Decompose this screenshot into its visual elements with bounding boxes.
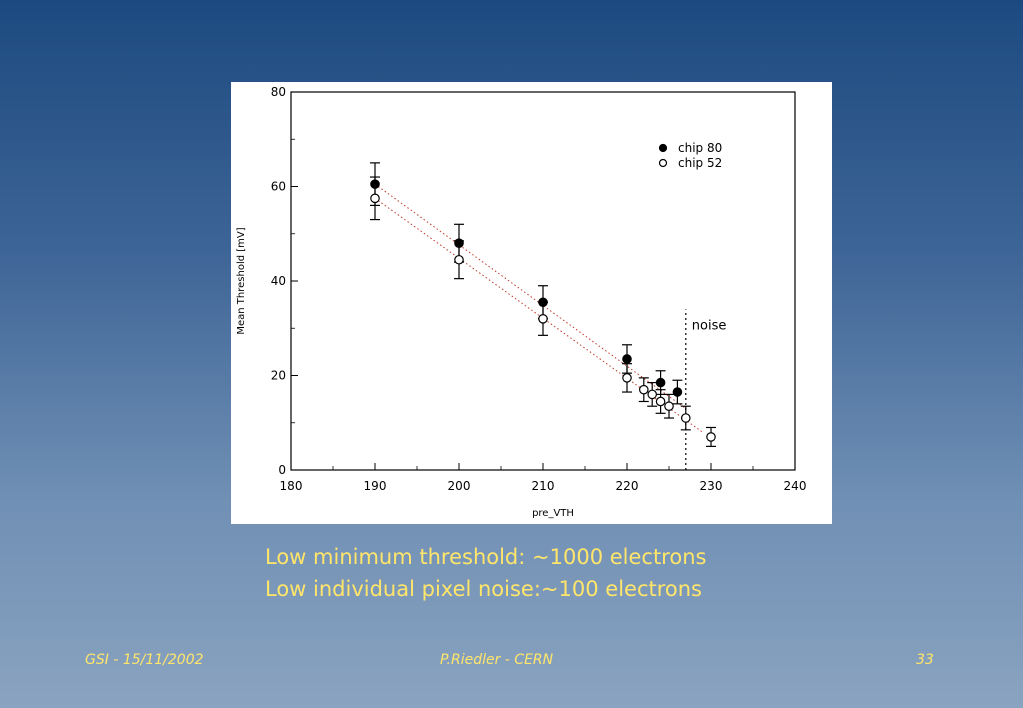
x-tick-label: 210	[532, 479, 555, 493]
x-axis-title: pre_VTH	[532, 508, 574, 519]
legend-marker	[658, 143, 668, 153]
data-point-chip52	[647, 389, 657, 400]
data-point-chip52	[622, 373, 632, 383]
x-tick-label: 190	[364, 479, 387, 493]
y-axis-title: Mean Threshold [mV]	[236, 227, 247, 334]
fit-line	[374, 197, 703, 433]
x-tick-label: 220	[616, 479, 639, 493]
noise-label: noise	[692, 318, 727, 333]
y-tick-label: 60	[271, 180, 286, 194]
caption-pixel-noise: Low individual pixel noise:~100 electron…	[265, 577, 703, 601]
footer-date: GSI - 15/11/2002	[85, 652, 204, 668]
footer-author: P.Riedler - CERN	[440, 652, 554, 668]
x-tick-label: 240	[784, 479, 807, 493]
x-tick-label: 230	[700, 479, 723, 493]
data-point-chip80	[622, 354, 632, 364]
y-tick-label: 80	[271, 85, 286, 99]
threshold-chart: 180 190 200 210 220 230 240 0 20 40 60 80 pre_VTH Mea…	[236, 85, 807, 519]
y-tick-label: 40	[271, 274, 286, 288]
data-point-chip52	[454, 254, 464, 265]
data-point-chip52	[538, 314, 548, 324]
legend-label: chip 80	[678, 141, 722, 155]
data-point-chip52	[664, 401, 674, 412]
x-tick-label: 200	[448, 479, 471, 493]
data-point-chip80	[672, 387, 683, 397]
data-point-chip52	[638, 384, 649, 395]
data-point-chip52	[680, 413, 691, 423]
data-point-chip80	[655, 377, 666, 388]
legend-marker	[658, 158, 668, 168]
data-point-chip52	[706, 432, 716, 442]
fit-line	[374, 183, 687, 409]
footer-page-number: 33	[916, 652, 934, 668]
chart-panel: 180 190 200 210 220 230 240 0 20 40 60 80 pre_VTH Mea…	[231, 82, 832, 524]
legend-label: chip 52	[678, 156, 722, 170]
y-tick-label: 0	[278, 463, 286, 477]
y-tick-label: 20	[271, 369, 286, 383]
x-tick-label: 180	[280, 479, 303, 493]
data-point-chip52	[655, 396, 666, 407]
caption-min-threshold: Low minimum threshold: ~1000 electrons	[265, 545, 707, 569]
data-point-chip52	[370, 193, 380, 204]
